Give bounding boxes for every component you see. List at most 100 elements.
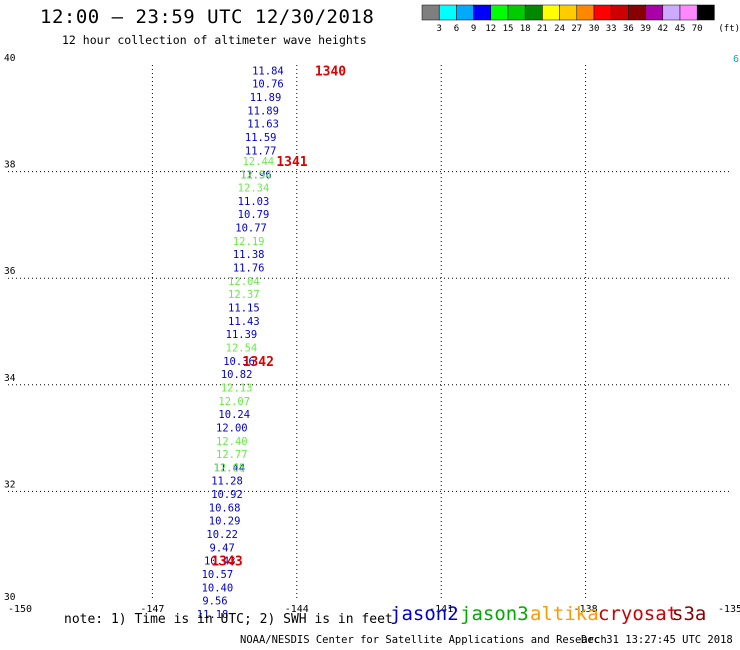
x-tick-label: -150 (8, 604, 32, 615)
swh-value-jason3: 12.07 (218, 396, 250, 408)
swh-value-jason2: 12.00 (216, 422, 248, 434)
swh-value-jason2: 11.43 (228, 316, 260, 328)
swh-value-jason2: 11.63 (247, 119, 279, 131)
colorbar-tick-label: 30 (589, 24, 600, 34)
colorbar-tick-label: 21 (537, 24, 548, 34)
colorbar-tick-label: 6 (454, 24, 459, 34)
colorbar-swatch (593, 4, 612, 21)
swh-value-jason2: 10.92 (211, 489, 243, 501)
colorbar-swatch (645, 4, 664, 21)
x-tick-label: -135 (718, 604, 740, 615)
swh-value-jason3: 12.40 (216, 436, 248, 448)
swh-value-jason2: 10.43 (204, 556, 236, 568)
colorbar-tick-label: 45 (675, 24, 686, 34)
chart-subtitle: 12 hour collection of altimeter wave hei… (62, 33, 367, 47)
colorbar-swatch (524, 4, 543, 21)
swh-value-jason2: 10.36 (223, 356, 255, 368)
y-tick-label: 34 (4, 373, 16, 384)
colorbar-swatch (662, 4, 681, 21)
x-tick-label: -141 (429, 604, 453, 615)
swh-value-jason2: 10.82 (221, 369, 253, 381)
swh-value-jason2: 10.76 (252, 79, 284, 91)
swh-value-jason2: 11.76 (233, 263, 265, 275)
colorbar-swatch (542, 4, 560, 21)
colorbar-swatch (438, 4, 457, 21)
swh-value-jason3: 12.13 (221, 382, 253, 394)
swh-value-jason3: 12.34 (238, 183, 270, 195)
swh-value-jason2: 11.18 (197, 609, 229, 621)
swh-value-jason2: 10.77 (235, 223, 267, 235)
y-tick-label: 30 (4, 592, 16, 603)
colorbar-tick-label: 12 (485, 24, 496, 34)
swh-value-jason2: 9.47 (210, 542, 235, 554)
x-tick-label: -144 (285, 604, 309, 615)
legend-jason3: jason3 (460, 603, 529, 625)
swh-value-jason2: 10.24 (218, 409, 250, 421)
swh-value-jason3: 12.37 (228, 289, 260, 301)
time-label: 1341 (276, 155, 307, 170)
swh-value-jason2: 11.84 (252, 65, 284, 77)
colorbar-tick-label: 33 (606, 24, 617, 34)
x-tick-label: -138 (574, 604, 598, 615)
swh-value-jason2: 11.38 (233, 249, 265, 261)
swh-value-jason2: 11.59 (245, 132, 277, 144)
chart-title: 12:00 — 23:59 UTC 12/30/2018 (40, 6, 375, 28)
swh-value-jason2: 10.68 (209, 502, 241, 514)
swh-value-jason2: 10.79 (238, 209, 270, 221)
swh-value-jason2: 11.77 (245, 145, 277, 157)
swh-value-jason2: 10.40 (202, 582, 234, 594)
swh-value-jason2: 11.89 (247, 105, 279, 117)
time-label: 1343 (211, 555, 242, 570)
swh-value-jason2: 10.22 (206, 529, 238, 541)
colorbar-swatch (559, 4, 578, 21)
time-label: 1340 (315, 64, 346, 79)
colorbar-tick-label: 27 (571, 24, 582, 34)
colorbar-tick-label: 18 (520, 24, 531, 34)
colorbar-tick-label: 39 (640, 24, 651, 34)
swh-value-jason3: 12.77 (216, 449, 248, 461)
footer-note: note: 1) Time is in UTC; 2) SWH is in fe… (64, 612, 393, 627)
y-tick-label: 36 (4, 266, 16, 277)
swh-value-jason2: 11.44 (214, 462, 246, 474)
credit-text: NOAA/NESDIS Center for Satellite Applica… (240, 634, 607, 646)
swh-value-jason2: 11.28 (211, 476, 243, 488)
colorbar-swatch (473, 4, 492, 21)
swh-value-jason2: 11.15 (228, 303, 260, 315)
colorbar-swatch (628, 4, 646, 21)
colorbar-tick-label: 36 (623, 24, 634, 34)
swh-value-jason2: 11.03 (238, 196, 270, 208)
legend-cryosat: cryosat (598, 603, 679, 625)
y-tick-label: 32 (4, 479, 15, 490)
colorbar-swatch (421, 4, 440, 21)
legend-s3a: s3a (672, 603, 707, 625)
legend-jason2: jason2 (390, 603, 459, 625)
swh-value-jason3: 12.04 (228, 276, 260, 288)
swh-value-jason2: 11.96 (240, 169, 272, 181)
legend-altika: altika (530, 603, 599, 625)
y-tick-label: 38 (4, 160, 16, 171)
timestamp-text: Dec 31 13:27:45 UTC 2018 (581, 634, 733, 646)
colorbar-swatch (507, 4, 526, 21)
x-tick-label: -147 (140, 604, 164, 615)
swh-value-jason3: 12.54 (226, 342, 258, 354)
colorbar-tick-label: 42 (657, 24, 668, 34)
swh-value-jason2: 11.39 (226, 329, 258, 341)
colorbar-swatch (576, 4, 595, 21)
swh-value-jason2: 11.89 (250, 92, 282, 104)
colorbar-tick-label: 70 (692, 24, 703, 34)
colorbar-tick-label: 3 (436, 24, 441, 34)
colorbar-swatch (456, 4, 474, 21)
colorbar-swatch (490, 4, 509, 21)
swh-value-jason2: 9.56 (202, 596, 227, 608)
corner-label: 6 (733, 54, 739, 65)
swh-value-jason3: 12.05 (214, 462, 246, 474)
colorbar-tick-label: 24 (554, 24, 565, 34)
colorbar-tick-label: 15 (503, 24, 514, 34)
swh-value-jason2: 10.57 (202, 569, 234, 581)
swh-value-jason3: 12.19 (233, 236, 265, 248)
swh-value-jason3: 12.54 (240, 169, 272, 181)
colorbar-swatch (679, 4, 698, 21)
colorbar-swatch (696, 4, 715, 21)
